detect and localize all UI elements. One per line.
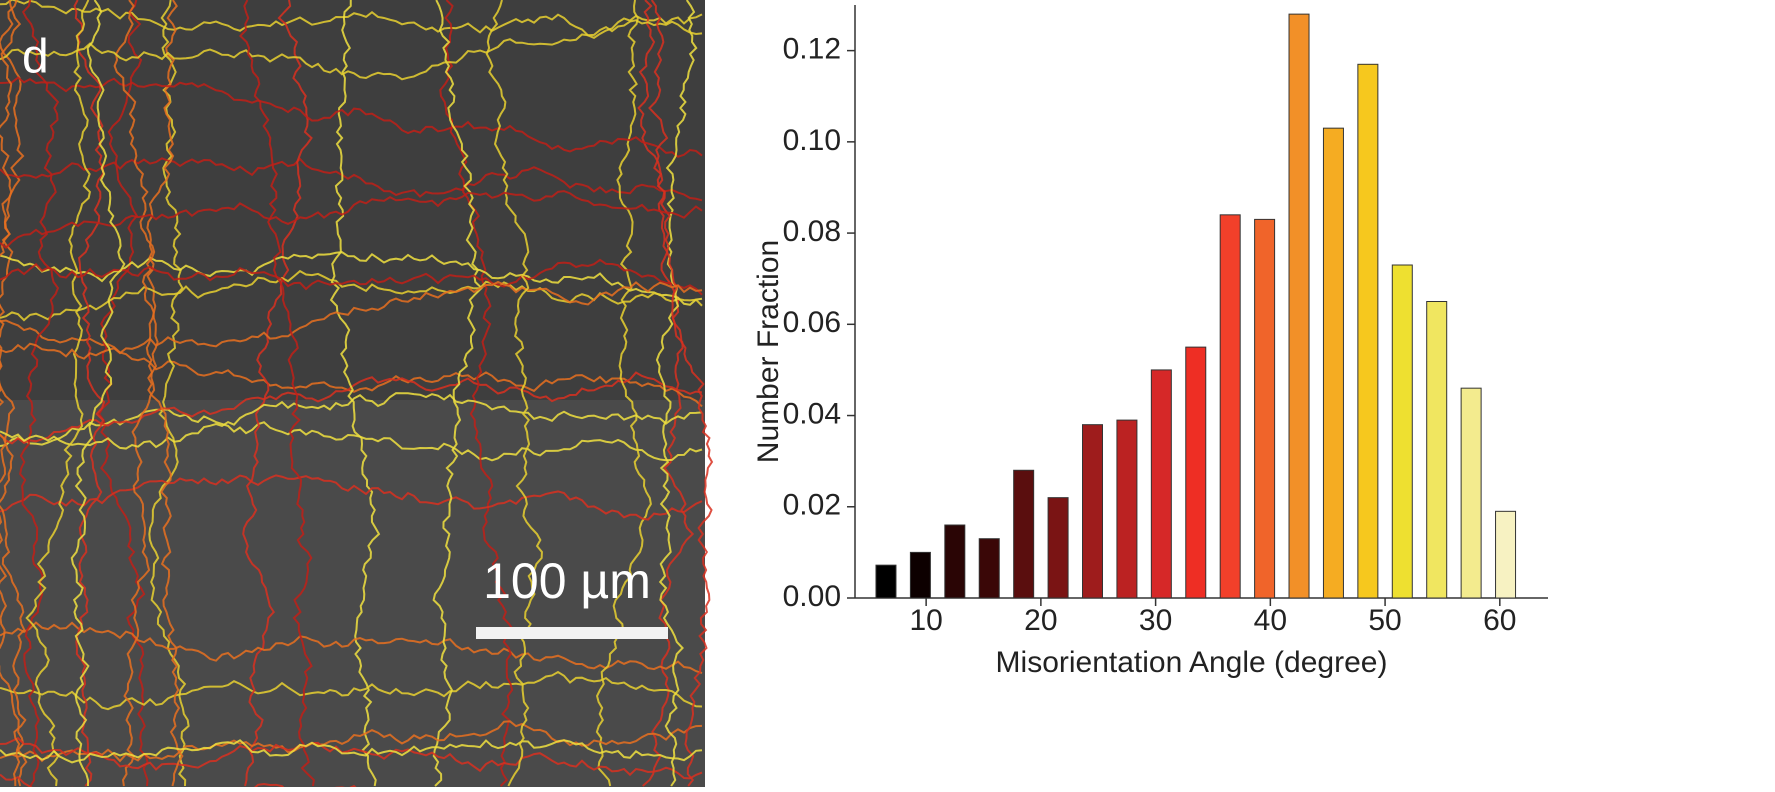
grain-boundary [485,0,543,787]
grain-boundary [0,0,27,787]
bar [1357,63,1379,599]
grain-boundary [0,280,703,360]
micrograph-shade [0,400,705,787]
x-tick-label: 50 [1368,604,1401,637]
scale-bar-label: 100 µm [483,553,651,609]
bar [1013,469,1035,599]
x-tick-label: 20 [1024,604,1057,637]
grain-boundary [73,0,106,787]
grain-boundary [655,0,698,787]
grain-boundary [0,474,703,521]
grain-boundary [0,269,703,322]
grain-boundary [648,0,714,787]
grain-boundary [0,670,703,711]
bar [1254,218,1276,599]
grain-boundary [329,0,381,787]
grain-boundary [0,258,703,296]
grain-boundary [70,0,126,787]
grain-boundary [0,0,28,787]
grain-boundary [0,621,703,675]
bar [875,564,897,599]
x-tick-label: 10 [909,604,942,637]
grain-boundary [238,0,315,787]
x-axis-label: Misorientation Angle (degree) [996,646,1388,679]
bar [1116,419,1138,599]
bar [909,551,931,599]
bar [944,524,966,599]
bar [1185,346,1207,599]
grain-boundary [0,0,703,39]
grain-boundary [0,19,703,81]
grain-boundary [0,392,703,450]
bar [1047,497,1069,599]
y-tick-label: 0.08 [783,215,841,248]
bar [1150,369,1172,599]
grain-boundary [25,0,91,787]
x-tick-label: 60 [1483,604,1516,637]
bar [1426,301,1448,599]
grain-boundary [432,0,484,787]
bar [1322,127,1344,599]
grain-boundary [0,739,703,764]
grain-boundary [0,157,703,202]
y-tick-label: 0.06 [783,306,841,339]
micrograph [0,0,714,792]
y-tick-label: 0.02 [783,489,841,522]
bar [1288,13,1310,599]
grain-boundary [595,0,652,787]
grain-boundary [0,736,703,780]
grain-boundary [0,190,703,249]
grain-boundary [439,0,515,787]
grain-boundary [19,0,60,787]
grain-boundary [121,0,178,787]
bar [1219,214,1241,599]
y-tick-label: 0.04 [783,397,841,430]
bar [1460,387,1482,599]
bar [1495,510,1517,599]
panel-label: d [22,31,49,84]
x-tick-label: 30 [1139,604,1172,637]
y-tick-label: 0.00 [783,580,841,613]
scale-bar [476,627,668,639]
chart: 0.00 0.02 0.04 0.06 0.08 0.10 0.12 10 20 30 40 50 60… [752,5,1548,679]
y-tick-label: 0.12 [783,33,841,66]
grain-boundary [0,76,703,158]
y-axis-label: Number Fraction [752,240,785,463]
y-tick-label: 0.10 [783,124,841,157]
grain-boundary [97,0,149,787]
bar [1391,264,1413,599]
grain-boundary [0,251,703,306]
bar [1082,424,1104,599]
grain-boundary [148,0,190,787]
grain-boundary [242,0,313,787]
grain-boundary [113,0,184,787]
x-tick-label: 40 [1254,604,1287,637]
bar [978,538,1000,599]
